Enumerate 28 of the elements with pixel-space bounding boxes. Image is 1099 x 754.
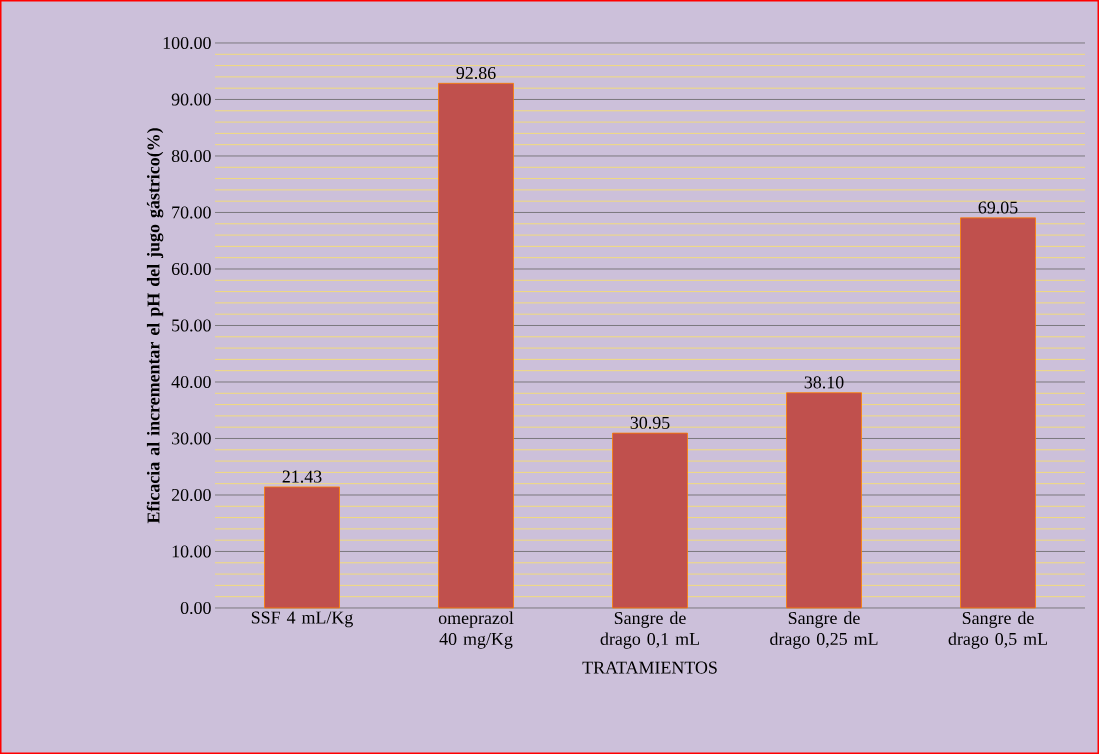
bar (786, 392, 862, 609)
y-tick-label: 10.00 (172, 545, 211, 558)
data-label: 69.05 (978, 201, 1018, 214)
y-tick-label: 0.00 (180, 601, 211, 615)
y-axis-title: Eficacia al incrementar el pH del jugo gástrico(%) (146, 128, 164, 524)
bar (612, 432, 688, 609)
y-tick-label: 80.00 (171, 149, 211, 163)
data-label: 30.95 (630, 416, 670, 429)
y-tick-label: 30.00 (172, 432, 211, 445)
data-label: 92.86 (456, 66, 496, 80)
y-tick-label: 100.00 (163, 36, 211, 50)
x-tick-label: SSF 4 mL/Kg (251, 611, 353, 628)
bar (438, 82, 514, 609)
data-label: 38.10 (804, 376, 844, 389)
x-tick-label: Sangre de drago 0,1 mL (600, 611, 699, 649)
y-tick-label: 90.00 (171, 93, 211, 106)
y-tick-label: 70.00 (172, 206, 211, 219)
data-label: 21.43 (282, 470, 322, 483)
x-tick-label: omeprazol 40 mg/Kg (438, 611, 514, 649)
x-tick-label: Sangre de drago 0,5 mL (948, 611, 1047, 649)
y-tick-label: 20.00 (171, 488, 211, 502)
y-tick-label: 60.00 (171, 262, 211, 276)
y-tick-label: 50.00 (172, 319, 211, 332)
x-tick-label: Sangre de drago 0,25 mL (770, 611, 878, 649)
x-axis-title: TRATAMIENTOS (582, 661, 717, 674)
y-tick-label: 40.00 (171, 375, 211, 389)
bar (960, 217, 1036, 609)
bar (264, 486, 340, 609)
